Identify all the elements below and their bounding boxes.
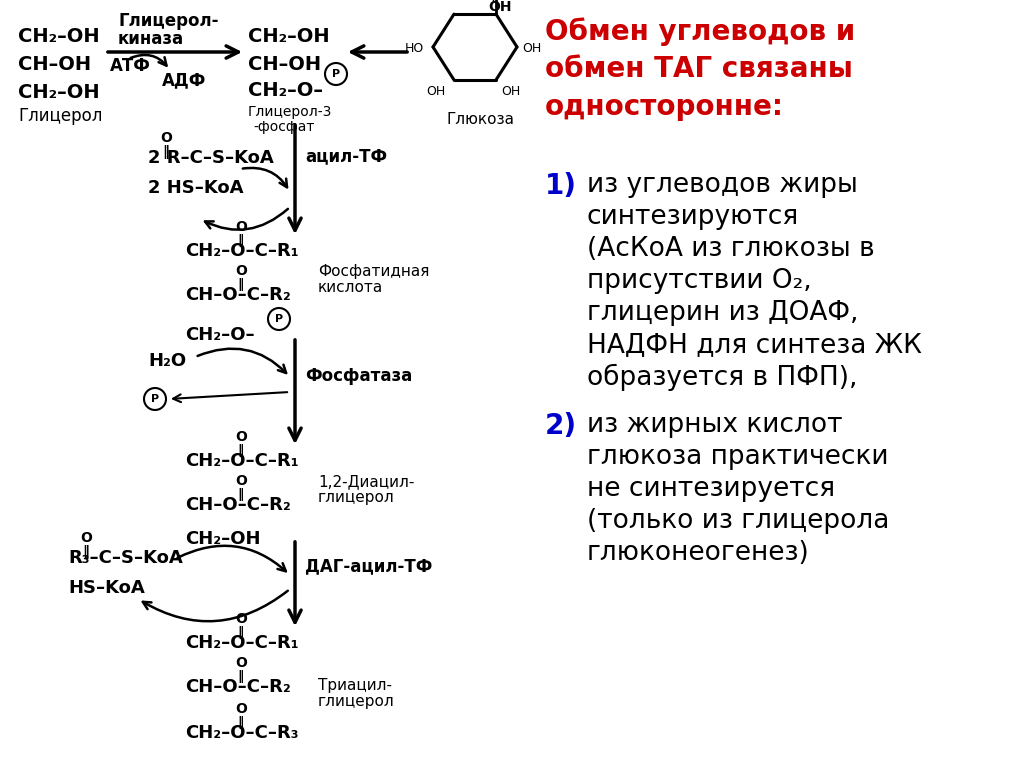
Text: ‖: ‖: [237, 444, 244, 457]
Text: R₃–C–S–KoA: R₃–C–S–KoA: [68, 549, 182, 567]
Text: CH₂–OH: CH₂–OH: [18, 83, 99, 102]
Text: Глюкоза: Глюкоза: [447, 112, 515, 127]
Text: 2 HS–KoA: 2 HS–KoA: [148, 179, 244, 197]
Text: 1,2-Диацил-: 1,2-Диацил-: [318, 474, 415, 489]
Text: глицерол: глицерол: [318, 694, 394, 709]
Text: OH: OH: [426, 85, 445, 98]
Text: -фосфат: -фосфат: [253, 120, 314, 134]
Text: ‖: ‖: [82, 545, 89, 559]
Text: АТФ: АТФ: [110, 57, 151, 75]
Text: присутствии О₂,: присутствии О₂,: [587, 268, 812, 294]
Text: обмен ТАГ связаны: обмен ТАГ связаны: [545, 55, 853, 83]
Text: CH–O–C–R₂: CH–O–C–R₂: [185, 286, 291, 304]
Text: O: O: [234, 220, 247, 234]
Text: образуется в ПФП),: образуется в ПФП),: [587, 364, 857, 391]
Text: Фосфатидная: Фосфатидная: [318, 264, 429, 279]
Text: (АсКоА из глюкозы в: (АсКоА из глюкозы в: [587, 236, 874, 262]
Text: ‖: ‖: [162, 145, 169, 159]
Text: ‖: ‖: [237, 626, 244, 639]
Text: Фосфатаза: Фосфатаза: [305, 367, 413, 385]
Text: ДАГ-ацил-ТФ: ДАГ-ацил-ТФ: [305, 557, 432, 575]
Text: киназа: киназа: [118, 30, 184, 48]
Text: Р: Р: [274, 314, 283, 324]
Text: ‖: ‖: [237, 234, 244, 247]
Text: CH₂–OH: CH₂–OH: [18, 27, 99, 46]
Text: глюконеогенез): глюконеогенез): [587, 540, 810, 566]
Text: ‖: ‖: [237, 488, 244, 501]
Text: O: O: [234, 474, 247, 488]
Text: CH₂–O–C–R₃: CH₂–O–C–R₃: [185, 724, 299, 742]
Text: CH₂–O–C–R₁: CH₂–O–C–R₁: [185, 452, 299, 470]
Text: Глицерол-3: Глицерол-3: [248, 105, 333, 119]
Text: НАДФН для синтеза ЖК: НАДФН для синтеза ЖК: [587, 332, 922, 358]
Text: Р: Р: [151, 394, 159, 404]
Text: ‖: ‖: [237, 716, 244, 729]
Text: CH₂–O–: CH₂–O–: [185, 326, 255, 344]
Text: HS–KoA: HS–KoA: [68, 579, 144, 597]
Text: не синтезируется: не синтезируется: [587, 476, 836, 502]
Text: Триацил-: Триацил-: [318, 678, 392, 693]
Text: ацил-ТФ: ацил-ТФ: [305, 147, 387, 165]
Text: Р: Р: [332, 69, 340, 79]
Text: из углеводов жиры: из углеводов жиры: [587, 172, 858, 198]
Text: Глицерол-: Глицерол-: [118, 12, 218, 30]
Text: из жирных кислот: из жирных кислот: [587, 412, 843, 438]
Text: CH₂–OH: CH₂–OH: [248, 27, 330, 46]
Text: односторонне:: односторонне:: [545, 93, 784, 121]
Text: АДФ: АДФ: [162, 71, 207, 89]
Text: O: O: [80, 531, 92, 545]
Text: глюкоза практически: глюкоза практически: [587, 444, 889, 470]
Text: O: O: [234, 612, 247, 626]
Text: CH–OH: CH–OH: [18, 55, 91, 74]
Text: O: O: [234, 430, 247, 444]
Text: глицерин из ДОАФ,: глицерин из ДОАФ,: [587, 300, 858, 326]
Text: 2): 2): [545, 412, 578, 440]
Text: CH–O–C–R₂: CH–O–C–R₂: [185, 678, 291, 696]
Text: OH: OH: [488, 0, 512, 14]
Text: OH: OH: [501, 85, 520, 98]
Text: ‖: ‖: [237, 278, 244, 291]
Text: (только из глицерола: (только из глицерола: [587, 508, 890, 534]
Text: глицерол: глицерол: [318, 490, 394, 505]
Text: H₂O: H₂O: [148, 352, 186, 370]
Text: CH–OH: CH–OH: [248, 55, 322, 74]
Text: O: O: [234, 656, 247, 670]
Text: CH₂–O–C–R₁: CH₂–O–C–R₁: [185, 242, 299, 260]
Text: CH₂–O–: CH₂–O–: [248, 81, 323, 100]
Text: синтезируются: синтезируются: [587, 204, 800, 230]
Text: CH₂–OH: CH₂–OH: [185, 530, 260, 548]
Text: кислота: кислота: [318, 280, 383, 295]
Text: OH: OH: [522, 42, 542, 55]
Text: O: O: [160, 131, 172, 145]
Text: CH₂–O–C–R₁: CH₂–O–C–R₁: [185, 634, 299, 652]
Text: |: |: [490, 0, 495, 2]
Text: O: O: [234, 702, 247, 716]
Text: CH–O–C–R₂: CH–O–C–R₂: [185, 496, 291, 514]
Text: 2 R–C–S–KoA: 2 R–C–S–KoA: [148, 149, 273, 167]
Text: Обмен углеводов и: Обмен углеводов и: [545, 17, 855, 45]
Text: HO: HO: [406, 42, 424, 55]
Text: O: O: [234, 264, 247, 278]
Text: Глицерол: Глицерол: [18, 107, 102, 125]
Text: ‖: ‖: [237, 670, 244, 683]
Text: 1): 1): [545, 172, 577, 200]
